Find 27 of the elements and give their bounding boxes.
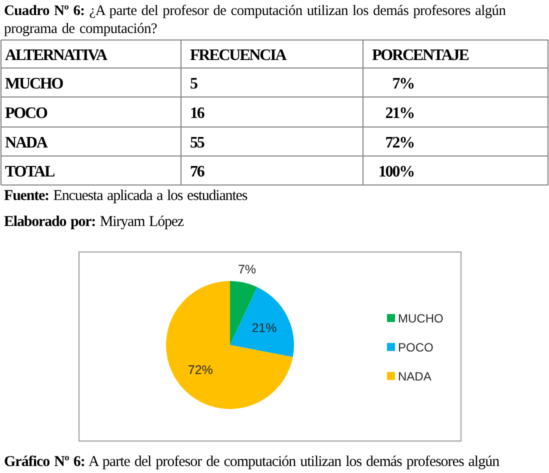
data-label: 7% [238,262,256,276]
text: 21% [385,105,414,122]
text: 72% [385,134,414,152]
pie-slice [166,281,293,409]
legend-label: MUCHO [398,312,444,326]
text: 7% [392,76,414,92]
text: FRECUENCIA [190,47,288,64]
text: POCO [5,105,48,122]
chart-title: Gráfico Nº 6: A parte del profesor de computación utilizan los demás profesores algún [4,454,500,470]
text: TOTAL [5,164,54,180]
text: PORCENTAJE [372,47,469,64]
text: 5 [190,76,198,92]
text: ALTERNATIVA [5,47,108,64]
text: Elaborado por: Miryam López [4,214,184,230]
text: 100% [378,164,414,180]
text: MUCHO [5,76,64,92]
text: 76 [190,164,205,180]
data-label: 72% [188,362,213,377]
chart-title: Cuadro Nº 6: ¿A parte del profesor de computación utilizan los demás profesores algún programa de computación? [4,3,506,37]
data-label: 21% [252,321,277,336]
text: 55 [190,134,205,152]
legend-label: POCO [398,340,434,354]
text: NADA [5,134,48,152]
source-note: Fuente: Encuesta aplicada a los estudiantes [4,188,248,204]
text: 16 [190,105,205,122]
legend-label: NADA [398,370,432,384]
pie-slice [230,287,294,357]
